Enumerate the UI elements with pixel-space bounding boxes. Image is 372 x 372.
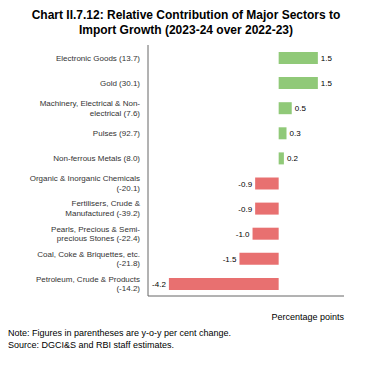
html-text:Chart II.7.12: Relative Contri: Chart II.7.12: Relative Contribution of … [31,8,341,37]
svg-text:Pearls, Precious & Semi-precio: Pearls, Precious & Semi-precious Stones … [51,225,140,244]
html-text:Note: Figures in parentheses a: Note: Figures in parentheses are y-o-y p… [8,328,232,350]
svg-text:-4.2: -4.2 [152,280,166,289]
svg-text:-0.9: -0.9 [238,180,252,189]
svg-text:Percentage points: Percentage points [271,312,344,322]
svg-text:Pulses (92.7): Pulses (92.7) [93,129,140,138]
svg-text:-1.5: -1.5 [223,255,237,264]
svg-text:Non-ferrous Metals (8.0): Non-ferrous Metals (8.0) [53,154,140,163]
svg-text:-1.0: -1.0 [236,230,250,239]
svg-text:Machinery, Electrical & Non-el: Machinery, Electrical & Non-electrical (… [40,99,141,118]
svg-text:1.5: 1.5 [321,54,333,63]
svg-text:0.5: 0.5 [295,104,307,113]
svg-text:0.3: 0.3 [290,129,302,138]
svg-text:0.2: 0.2 [287,154,299,163]
svg-text:Organic & Inorganic Chemicals(: Organic & Inorganic Chemicals(-20.1) [30,174,141,193]
svg-text:Fertilisers, Crude &Manufactur: Fertilisers, Crude &Manufactured (-39.2) [65,199,140,218]
svg-text:-0.9: -0.9 [238,205,252,214]
svg-text:1.5: 1.5 [321,79,333,88]
svg-text:Electronic Goods (13.7): Electronic Goods (13.7) [56,54,140,63]
svg-text:Gold (30.1): Gold (30.1) [100,79,140,88]
svg-text:Coal, Coke & Briquettes, etc.(: Coal, Coke & Briquettes, etc.(-21.8) [37,250,140,269]
svg-text:Petroleum, Crude & Products(-1: Petroleum, Crude & Products(-14.2) [36,275,140,294]
